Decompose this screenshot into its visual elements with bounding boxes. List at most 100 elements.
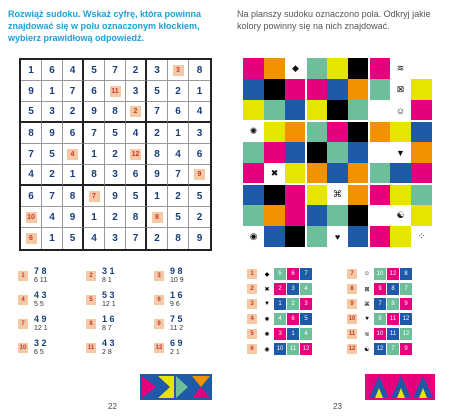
- sudoku-cell: 9: [189, 165, 210, 186]
- sudoku-cell: 8: [126, 207, 147, 228]
- color-cell: [348, 205, 369, 226]
- symbol-cell: ♥: [327, 226, 348, 247]
- option-swatch: 10: [374, 328, 386, 340]
- sudoku-cell: 2: [126, 102, 147, 123]
- sudoku-cell: 2: [189, 207, 210, 228]
- symbol-cell: ◆: [285, 58, 306, 79]
- sudoku-cell: 6: [126, 165, 147, 186]
- option-swatch: 12: [300, 343, 312, 355]
- option-symbol-icon: ◆: [261, 268, 273, 280]
- option-symbol-icon: ◉: [261, 343, 273, 355]
- sudoku-cell: 2: [168, 81, 189, 102]
- color-cell: [327, 79, 348, 100]
- sudoku-cell: 9: [196, 233, 203, 244]
- sudoku-cell: 9: [84, 102, 105, 123]
- sudoku-cell: 2: [126, 60, 147, 81]
- sudoku-cell: 2: [168, 186, 189, 207]
- sudoku-cell: 5: [42, 144, 63, 165]
- sudoku-cell: 6: [63, 123, 84, 144]
- option-swatch: 2: [274, 283, 286, 295]
- option-number: 9: [347, 299, 357, 309]
- option-number: 8: [347, 284, 357, 294]
- sudoku-cell: 1: [21, 60, 42, 81]
- sudoku-cell: 9: [105, 186, 126, 207]
- symbol-cell: ≋: [390, 58, 411, 79]
- color-cell: [327, 121, 348, 142]
- color-cell: [306, 184, 327, 205]
- option-swatch: 4: [274, 313, 286, 325]
- answer-option[interactable]: 3 9 8 10 9: [154, 266, 204, 292]
- option-number: 1: [18, 271, 28, 281]
- option-swatch: 5: [274, 268, 286, 280]
- color-cell: [411, 58, 432, 79]
- sudoku-cell: 10: [21, 207, 42, 228]
- option-symbol-icon: ☺: [361, 268, 373, 280]
- answer-option[interactable]: 5 5 3 12 1: [86, 290, 136, 316]
- option-number: 4: [247, 314, 257, 324]
- sudoku-cell: 11: [105, 81, 126, 102]
- color-cell: [285, 184, 306, 205]
- sudoku-cell: 9: [147, 165, 168, 186]
- symbol-cell: ⁘: [411, 226, 432, 247]
- answer-option[interactable]: 7 4 9 12 1: [18, 314, 68, 340]
- sudoku-cell: 4: [21, 165, 42, 186]
- sudoku-cell: 6: [21, 228, 42, 249]
- right-page: Na planszy sudoku oznaczono pola. Odkryj…: [225, 0, 450, 418]
- sudoku-cell: 7: [126, 228, 147, 249]
- symbol-cell: ☺: [390, 100, 411, 121]
- option-number: 5: [247, 329, 257, 339]
- option-swatch: 1: [274, 298, 286, 310]
- color-cell: [411, 163, 432, 184]
- color-cell: [327, 100, 348, 121]
- sudoku-cell: 5: [168, 207, 189, 228]
- color-cell: [327, 205, 348, 226]
- option-swatch: 2: [287, 298, 299, 310]
- grid-divider: [243, 120, 432, 122]
- sudoku-cell: 5: [84, 60, 105, 81]
- sudoku-cell: 2: [63, 102, 84, 123]
- marked-cell-label: 2: [130, 106, 141, 117]
- sudoku-cell: 7: [147, 102, 168, 123]
- color-cell: [390, 184, 411, 205]
- option-swatch: 1: [287, 328, 299, 340]
- option-swatch: 8: [400, 268, 412, 280]
- grid-divider: [305, 58, 307, 247]
- color-cell: [369, 100, 390, 121]
- sudoku-grid: 1 6 4 5 7 2 3 3 8 9 1 7 6 11 3 5 2 1 5 3 2 9 8 2 7 6 4 8 9 6 7 5 4 2 1 3 7 5 4…: [19, 58, 212, 251]
- color-cell: [264, 100, 285, 121]
- answer-option[interactable]: 9 7 5 11 2: [154, 314, 204, 340]
- color-cell: [264, 121, 285, 142]
- option-swatch: 9: [374, 313, 386, 325]
- option-swatch: 7: [300, 268, 312, 280]
- marked-cell-label: 11: [109, 85, 121, 97]
- sudoku-cell: 4: [84, 228, 105, 249]
- sudoku-cell: 7: [21, 144, 42, 165]
- color-cell: [327, 58, 348, 79]
- symbol-cell: ⊠: [390, 79, 411, 100]
- sudoku-cell: 1: [42, 81, 63, 102]
- symbol-cell: ✖: [264, 163, 285, 184]
- sudoku-cell: 1: [168, 123, 189, 144]
- option-swatch: 12: [400, 328, 412, 340]
- option-swatch: 8: [387, 283, 399, 295]
- symbol-cell: ◉: [243, 226, 264, 247]
- option-swatch: 3: [287, 283, 299, 295]
- sudoku-cell: 2: [42, 165, 63, 186]
- option-symbol-icon: ⊠: [361, 283, 373, 295]
- color-cell: [306, 163, 327, 184]
- color-cell: [327, 163, 348, 184]
- sudoku-cell: 8: [168, 228, 189, 249]
- option-number: 11: [347, 329, 357, 339]
- right-instruction: Na planszy sudoku oznaczono pola. Odkryj…: [237, 9, 431, 31]
